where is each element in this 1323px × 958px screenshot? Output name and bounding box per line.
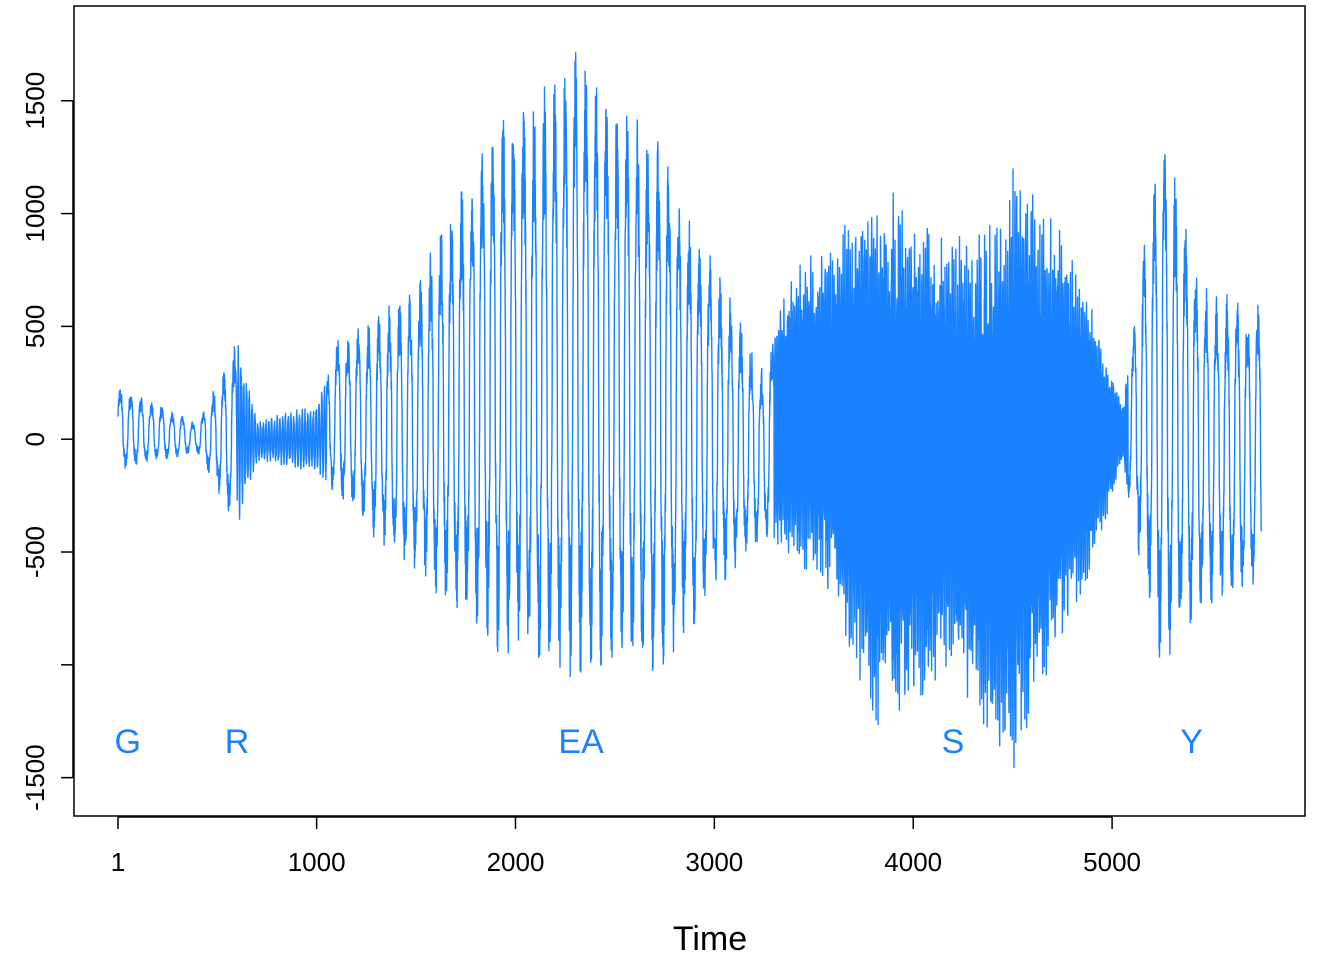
x-tick-label: 2000	[487, 847, 545, 877]
series-line	[117, 52, 1262, 769]
plot-frame	[73, 5, 1306, 817]
phoneme-label: S	[942, 723, 965, 761]
y-tick-label: 1000	[20, 185, 50, 243]
y-tick-label: -1500	[20, 744, 50, 811]
x-tick-label: 1	[111, 847, 125, 877]
phoneme-label: EA	[558, 723, 604, 761]
y-tick-label: 0	[20, 432, 50, 446]
y-tick-label: 1500	[20, 72, 50, 130]
phoneme-label: R	[225, 723, 250, 761]
annotation-layer: G R EA S Y	[114, 723, 1203, 761]
phoneme-label: G	[114, 723, 140, 761]
x-tick-label: 4000	[884, 847, 942, 877]
x-axis-title: Time	[673, 920, 747, 958]
series-layer	[117, 52, 1262, 769]
x-tick-label: 5000	[1083, 847, 1141, 877]
x-tick-label: 1000	[288, 847, 346, 877]
phoneme-label: Y	[1180, 723, 1203, 761]
y-tick-label: 500	[20, 305, 50, 348]
y-axis: -1500 -500 0 500 1000 1500	[20, 72, 74, 811]
x-tick-label: 3000	[685, 847, 743, 877]
y-tick-label: -500	[20, 526, 50, 578]
x-axis: 1 1000 2000 3000 4000 5000	[111, 816, 1141, 877]
